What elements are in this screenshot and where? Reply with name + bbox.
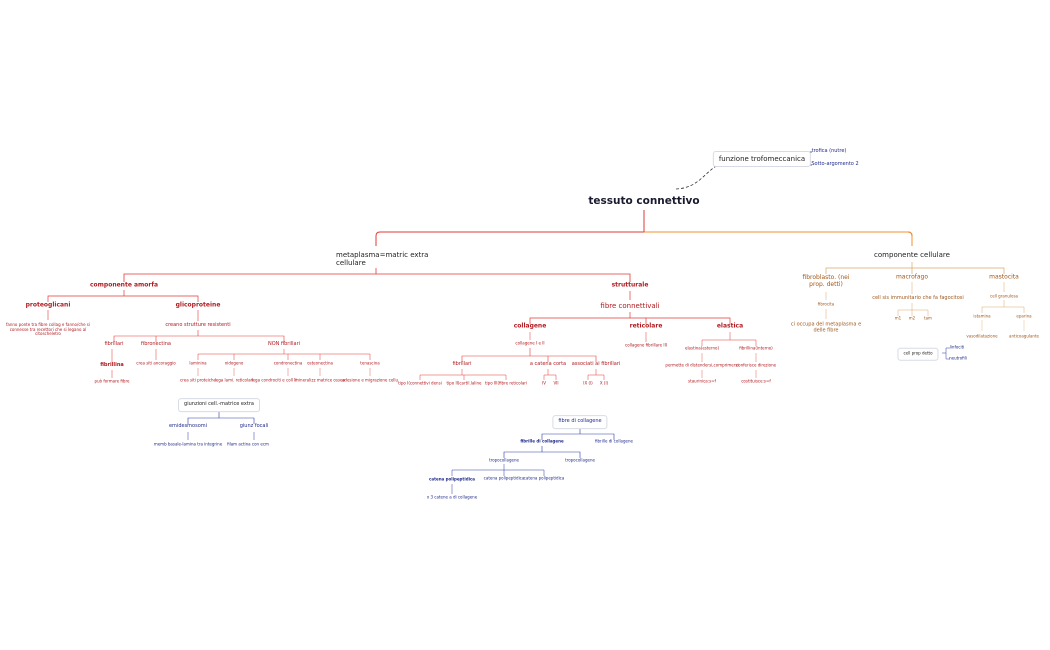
topic-matrice[interactable]: metaplasma=matric extra cellulare — [336, 250, 429, 267]
fibroblasto-note: ci occupa del metaplasma e delle fibre — [790, 321, 862, 333]
topic-catena-corta[interactable]: a catena corta — [529, 361, 567, 368]
catena-corta-iv[interactable]: IV — [542, 380, 546, 386]
topic-catena-1[interactable]: catena polipeptidica — [428, 476, 476, 482]
eparina-note: anticoagulante — [1009, 333, 1039, 339]
fibrillina-note: può formare fibre — [94, 378, 130, 384]
fibrillina-interno-note-2: costituisce:s=f — [741, 378, 771, 384]
topic-nidogeno[interactable]: nidogeno — [224, 360, 244, 366]
proteoglicani-note: fanno ponte tra fibre collag e fanno/che… — [6, 322, 91, 337]
condronectina-note: lega condrociti e coll II — [251, 377, 297, 383]
topic-fibrille-collagene-2[interactable]: fibrille di collagene — [594, 438, 634, 444]
topic-fibroblasto[interactable]: fibroblasto. (nei prop. detti) — [802, 274, 850, 288]
fibrillina-interno-note: conferisce direzione — [735, 362, 777, 368]
catena-note: x 3 catene a di collagene — [426, 494, 478, 500]
topic-reticolare[interactable]: reticolare — [629, 322, 663, 330]
topic-strutturale[interactable]: strutturale — [611, 281, 649, 289]
topic-fibrillari[interactable]: fibrillari — [104, 341, 124, 348]
macrofago-note: cell sis immunitario che fa fagocitosi — [872, 295, 964, 302]
topic-fibrillina-interno[interactable]: fibrillina(interno) — [739, 345, 773, 351]
glicoproteine-sub[interactable]: creano strutture resistenti — [165, 322, 231, 329]
reticolare-note: collagene fibrillare III — [625, 342, 667, 348]
topic-mastocita[interactable]: mastocita — [989, 273, 1019, 281]
istamina-note: vasodilatazione — [966, 333, 998, 339]
topic-fibrocita[interactable]: fibrocita — [817, 301, 835, 307]
topic-istamina[interactable]: istamina — [973, 313, 991, 319]
topic-componente-amorfa[interactable]: componente amorfa — [89, 281, 159, 289]
emidesmosomi-note: memb basale-lamina tra integrine — [153, 441, 223, 447]
topic-non-fibrillari[interactable]: NON fibrillari — [267, 341, 301, 348]
collagene-sub[interactable]: collagene I e II — [515, 340, 545, 346]
topic-tropocollagene[interactable]: tropocollagene — [489, 457, 519, 463]
topic-proteoglicani[interactable]: proteoglicani — [25, 301, 71, 309]
topic-condronectina[interactable]: condronectina — [273, 360, 303, 366]
collagene-tipo-3[interactable]: tipo III(fibre reticolari — [484, 380, 528, 386]
associati-x[interactable]: X (l) — [599, 380, 609, 386]
cell-prop-neutrofili[interactable]: neutrofili — [949, 355, 967, 361]
catena-corta-vii[interactable]: VII — [553, 380, 559, 386]
topic-laminina[interactable]: laminina — [189, 360, 207, 366]
topic-tropocollagene-2[interactable]: tropocollagene — [565, 457, 595, 463]
topic-fibre-di-collagene[interactable]: fibre di collagene — [552, 415, 608, 429]
topic-fibronectina[interactable]: fibronectina — [141, 341, 171, 348]
floating-child-2[interactable]: Sotto-argomento 2 — [811, 161, 859, 168]
cell-prop-linfociti[interactable]: linfociti — [949, 344, 965, 350]
topic-emidesmosomi[interactable]: emidesmosomi — [168, 423, 208, 430]
topic-eparina[interactable]: eparina — [1016, 313, 1032, 319]
elastina-note: permette di distendersi,comprimersi — [665, 362, 739, 368]
floating-child-1[interactable]: trofica (nutre) — [811, 148, 847, 155]
floating-topic[interactable]: funzione trofomeccanica — [712, 150, 812, 168]
topic-fibrillina[interactable]: fibrillina — [100, 362, 124, 369]
tenascina-note: adesione e migrazione cellu — [341, 377, 399, 383]
topic-fibrille-collagene[interactable]: fibrille di collagene — [520, 438, 564, 444]
topic-osteonectina[interactable]: osteonectina — [307, 360, 333, 366]
topic-elastica[interactable]: elastica — [716, 322, 744, 330]
topic-tenascina[interactable]: tenascina — [360, 360, 380, 366]
giunz-focali-note: filam actina con ecm — [227, 441, 269, 447]
topic-associati[interactable]: associati ai fibrillari — [571, 361, 621, 368]
mastocita-sub[interactable]: cell granulosa — [990, 293, 1018, 299]
topic-giunzioni[interactable]: giunzioni cell.-matrice extra — [178, 398, 260, 412]
topic-glicoproteine[interactable]: glicoproteine — [175, 301, 221, 309]
laminina-note: crea siti proteiche — [180, 377, 216, 383]
collagene-tipo-2[interactable]: tipo II(cartil.laline — [446, 380, 482, 386]
topic-collagene[interactable]: collagene — [513, 322, 547, 330]
macrofago-m2[interactable]: m2 — [908, 315, 916, 321]
topic-giunz-focali[interactable]: giunz focali — [239, 423, 269, 430]
topic-collagene-fibrillari[interactable]: fibrillari — [452, 361, 472, 368]
topic-fibre-connettivali[interactable]: fibre connettivali — [600, 301, 660, 310]
osteonectina-note: mineralizz matrice ossea — [295, 377, 345, 383]
associati-ix[interactable]: IX (l) — [583, 380, 593, 386]
topic-catena-2[interactable]: catena polipeptidica — [483, 475, 525, 481]
topic-catena-3[interactable]: catena polipeptidica — [523, 475, 565, 481]
topic-componente-cellulare[interactable]: componente cellulare — [874, 250, 950, 259]
collagene-tipo-1[interactable]: tipo I(connettivi densi — [398, 380, 442, 386]
nidogeno-note: lega lami. reticolari — [214, 377, 254, 383]
fibronectina-note: crea siti ancoraggio — [136, 360, 176, 366]
elastina-note-2: staurinica:s=f — [688, 378, 716, 384]
topic-macrofago[interactable]: macrofago — [895, 273, 929, 281]
root-topic[interactable]: tessuto connettivo — [588, 194, 700, 207]
macrofago-tam[interactable]: tam — [924, 315, 932, 321]
macrofago-m1[interactable]: m1 — [894, 315, 902, 321]
topic-cell-prop-detto[interactable]: cell prop detto — [897, 347, 939, 361]
topic-elastina[interactable]: elastina(esterno) — [684, 345, 720, 351]
